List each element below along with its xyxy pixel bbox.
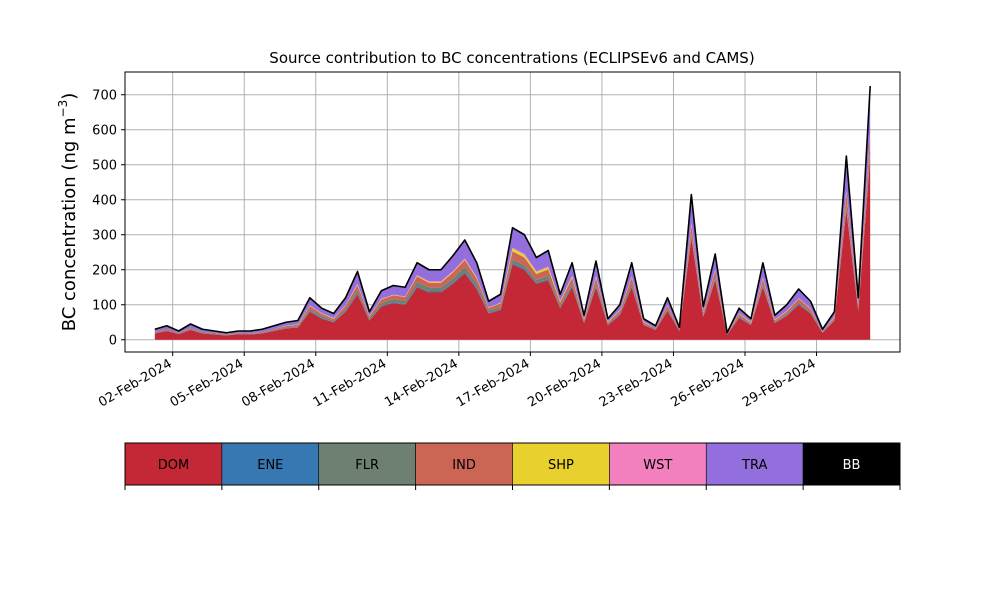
chart-title: Source contribution to BC concentrations… xyxy=(269,49,754,67)
y-tick-label: 600 xyxy=(92,123,117,138)
x-tick-label: 23-Feb-2024 xyxy=(597,356,676,410)
legend-colorbar: DOM ENE FLR IND SHP WST TRA BB xyxy=(124,442,901,490)
legend-label-bb: BB xyxy=(843,458,861,473)
y-tick-label: 700 xyxy=(92,88,117,103)
legend-label-wst: WST xyxy=(643,458,672,473)
legend-label-shp: SHP xyxy=(548,458,574,473)
legend-swatch-flr xyxy=(318,442,416,486)
legend-frame xyxy=(124,442,901,486)
legend-swatch-bb xyxy=(802,442,901,486)
plot-frame xyxy=(124,71,901,353)
x-tick-label: 11-Feb-2024 xyxy=(311,356,390,410)
total-line xyxy=(154,85,871,334)
x-tick-label: 05-Feb-2024 xyxy=(168,356,247,410)
legend-swatch-ind xyxy=(415,442,513,486)
legend-label-dom: DOM xyxy=(158,458,189,473)
axis-layer: 0 100 200 300 400 500 600 700 02-Feb-202405-Feb-… xyxy=(92,71,901,410)
legend-label-tra: TRA xyxy=(741,458,767,473)
y-axis-label-superscript: −3 xyxy=(56,100,70,118)
x-tick-label: 20-Feb-2024 xyxy=(525,356,604,410)
y-axis-label: BC concentration (ng m−3) xyxy=(56,93,80,332)
x-tick-label: 08-Feb-2024 xyxy=(239,356,318,410)
legend-swatch-dom xyxy=(124,442,223,486)
x-tick-label: 14-Feb-2024 xyxy=(382,356,461,410)
y-axis-label-main: BC concentration (ng m xyxy=(59,117,80,331)
y-tick-label: 500 xyxy=(92,158,117,173)
y-tick-label: 0 xyxy=(109,333,117,348)
y-axis-label-suffix: ) xyxy=(59,93,80,100)
x-tick-label: 26-Feb-2024 xyxy=(668,356,747,410)
x-tick-label: 02-Feb-2024 xyxy=(96,356,175,410)
legend-label-ene: ENE xyxy=(257,458,283,473)
legend-swatch-wst xyxy=(609,442,707,486)
y-tick-label: 100 xyxy=(92,298,117,313)
area-layer xyxy=(154,85,871,340)
legend-label-ind: IND xyxy=(452,458,476,473)
legend-label-flr: FLR xyxy=(355,458,379,473)
y-tick-label: 200 xyxy=(92,263,117,278)
x-tick-label: 29-Feb-2024 xyxy=(740,356,819,410)
y-tick-label: 400 xyxy=(92,193,117,208)
y-tick-label: 300 xyxy=(92,228,117,243)
area-dom xyxy=(154,157,871,340)
x-tick-label: 17-Feb-2024 xyxy=(454,356,533,410)
